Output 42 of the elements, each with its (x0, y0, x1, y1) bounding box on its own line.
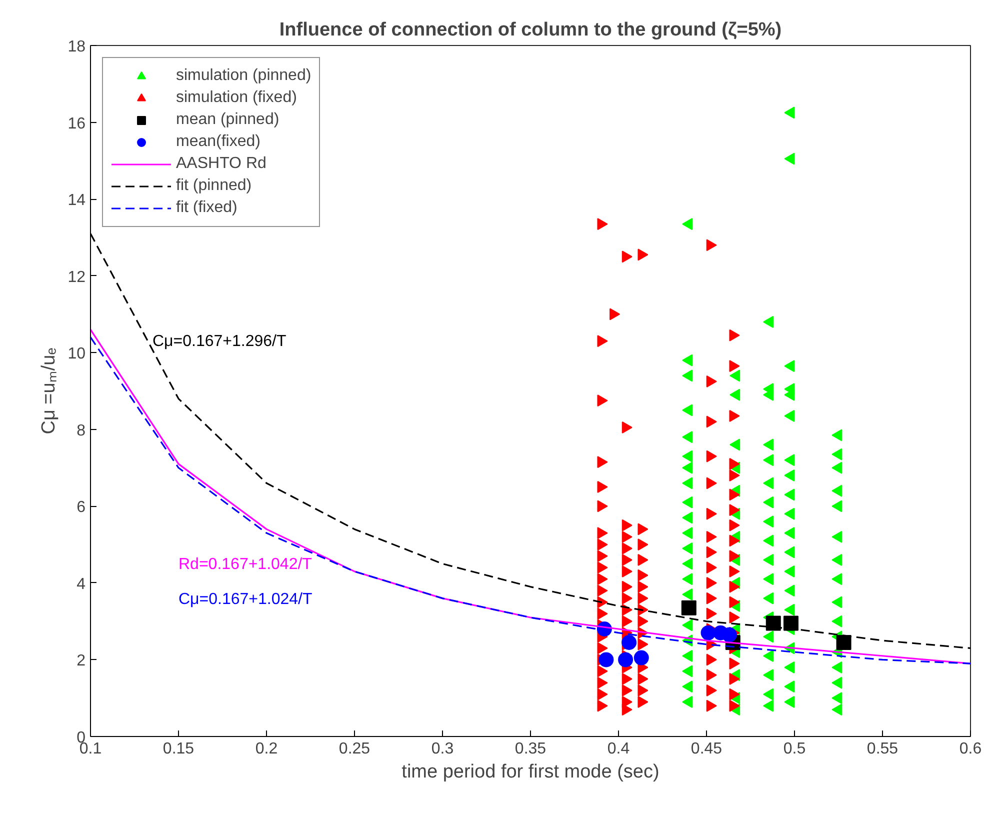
point (681, 600, 696, 616)
y-tick-label: 6 (76, 499, 86, 516)
legend-label: mean (pinned) (176, 111, 280, 129)
legend-label: simulation (pinned) (176, 67, 312, 85)
x-tick-label: 0.25 (338, 740, 370, 758)
x-axis-title: time period for first mode (sec) (402, 762, 660, 782)
y-tick-label: 18 (68, 38, 86, 56)
legend-label: fit (fixed) (176, 199, 238, 217)
point (634, 650, 649, 666)
point (618, 652, 634, 668)
y-tick-label: 14 (68, 192, 86, 210)
legend-label: fit (pinned) (176, 177, 252, 195)
annotation: Cμ=0.167+1.296/T (152, 333, 286, 350)
y-tick-label: 16 (68, 115, 86, 132)
point (722, 627, 737, 642)
x-tick-label: 0.5 (783, 740, 806, 758)
y-tick-label: 4 (76, 576, 86, 593)
x-tick-label: 0.2 (255, 740, 278, 758)
x-tick-label: 0.6 (959, 740, 982, 758)
x-tick-label: 0.35 (514, 740, 546, 758)
point (700, 625, 716, 640)
point (622, 634, 637, 650)
y-tick-label: 8 (76, 422, 86, 440)
y-tick-label: 12 (68, 268, 86, 286)
annotation: Cμ=0.167+1.024/T (178, 591, 312, 608)
y-tick-label: 2 (76, 652, 86, 670)
x-tick-label: 0.4 (607, 740, 630, 758)
chart-title: Influence of connection of column to the ground (ζ=5%) (279, 20, 782, 40)
point (836, 634, 852, 650)
point (783, 616, 798, 631)
x-tick-label: 0.55 (866, 740, 898, 758)
legend-label: simulation (fixed) (176, 89, 297, 107)
x-tick-label: 0.15 (162, 740, 194, 758)
x-tick-label: 0.3 (431, 740, 454, 758)
point (598, 652, 614, 668)
legend-label: AASHTO Rd (176, 155, 266, 173)
x-tick-label: 0.45 (690, 740, 722, 758)
y-tick-label: 10 (68, 346, 86, 363)
y-axis-title: Cμ =uₘ/uₑ (38, 348, 60, 434)
annotation: Rd=0.167+1.042/T (178, 556, 312, 573)
legend-label: mean(fixed) (176, 133, 260, 151)
point (766, 616, 781, 631)
